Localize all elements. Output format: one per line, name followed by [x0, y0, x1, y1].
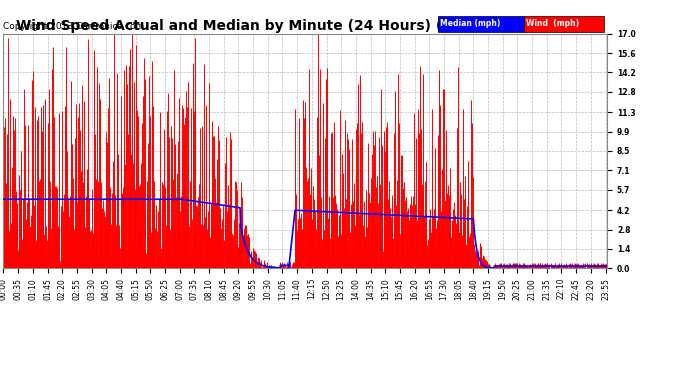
Text: Median (mph): Median (mph) [440, 20, 501, 28]
Text: Copyright 2013 Cartronics.com: Copyright 2013 Cartronics.com [3, 22, 145, 32]
Text: Wind  (mph): Wind (mph) [526, 20, 580, 28]
Text: Wind Speed Actual and Median by Minute (24 Hours) (Old) 20130227: Wind Speed Actual and Median by Minute (… [16, 19, 557, 33]
